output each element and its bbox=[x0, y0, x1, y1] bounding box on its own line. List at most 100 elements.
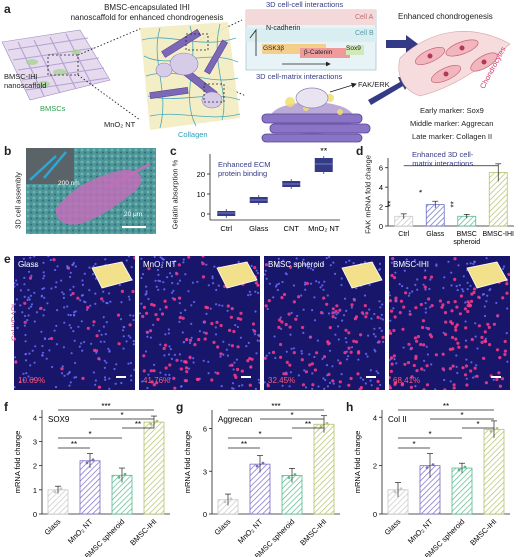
fak-erk-label: FAK/ERK bbox=[358, 80, 390, 89]
chart-f-point bbox=[155, 419, 159, 423]
cell-cell-title: 3D cell-cell interactions bbox=[266, 0, 344, 9]
chart-h-bracket-label: * bbox=[412, 440, 415, 449]
chart-f-bar bbox=[79, 460, 101, 515]
chart-g: mRNA fold change Aggrecan 0 3 6 Glass MnO₂ NT B… bbox=[183, 402, 340, 557]
chart-f-point bbox=[85, 461, 89, 465]
micro-image-title: Glass bbox=[18, 260, 39, 269]
chart-f-ytick-label: 3 bbox=[33, 437, 37, 446]
micro-inset-icon bbox=[466, 261, 508, 289]
micro-scalebar bbox=[241, 376, 251, 378]
chart-g-point bbox=[261, 461, 265, 465]
micro-image bbox=[389, 256, 510, 390]
panel-b-ylabel: 3D cell assembly bbox=[13, 172, 23, 229]
chart-c-xtick-label: CNT bbox=[284, 224, 300, 233]
scaffold-sheet bbox=[1, 29, 111, 101]
enhanced-title: Enhanced chondrogenesis bbox=[398, 12, 493, 21]
micro-scalebar bbox=[366, 376, 376, 378]
chart-f-ytick-label: 2 bbox=[33, 462, 37, 471]
chart-g-bracket-label: ** bbox=[305, 420, 311, 429]
chart-g-xtick-label: BMSC-IHI bbox=[298, 517, 328, 547]
chondrocytes-drawing bbox=[398, 31, 511, 97]
chart-d-ytick-label: 6 bbox=[379, 164, 383, 173]
chart-g-bracket-label: ** bbox=[241, 440, 247, 449]
chart-f-point bbox=[59, 487, 63, 491]
chart-d-ytick-label: 0 bbox=[379, 222, 383, 231]
gsk3b-label: GSK3β bbox=[263, 45, 285, 52]
chart-h-point bbox=[393, 490, 397, 494]
panel-c-ylabel: Gelatin absorption % bbox=[170, 159, 180, 230]
chart-h-ytick-label: 4 bbox=[373, 413, 377, 422]
cell-matrix-title: 3D cell-matrix interactions bbox=[256, 72, 343, 81]
chart-d-xtick-label: BMSC bbox=[457, 231, 477, 238]
panel-a-title-line2: nanoscaffold for enhanced chondrogenesis bbox=[70, 13, 224, 22]
chart-f-bracket-label: * bbox=[88, 430, 91, 439]
chart-f-point bbox=[123, 472, 127, 476]
chart-f-ytick-label: 4 bbox=[33, 413, 37, 422]
micro-image bbox=[14, 256, 135, 390]
chart-c-ytick-label: 20 bbox=[197, 170, 205, 179]
label-collagen: Collagen bbox=[178, 130, 208, 139]
chart-f-ytick-label: 0 bbox=[33, 510, 37, 519]
panel-c-annotation-line2: protein binding bbox=[218, 169, 268, 178]
chart-f-xtick-label: MnO₂ NT bbox=[66, 517, 95, 546]
chart-f-ylabel: mRNA fold change bbox=[13, 431, 22, 494]
panel-a-illustration bbox=[1, 9, 511, 143]
label-scaffold: BMSC-IHI nanoscaffold bbox=[4, 72, 46, 90]
panel-b-letter: b bbox=[4, 144, 12, 158]
chart-c-ytick-label: 10 bbox=[197, 190, 205, 199]
chart-f-bar bbox=[143, 421, 165, 515]
chart-c-xtick-label: MnO₂ NT bbox=[308, 224, 340, 233]
chart-d-xtick-label: Glass bbox=[426, 231, 444, 238]
n-cadherin-label: N-cadherin bbox=[266, 25, 301, 32]
chart-h-xtick-label: MnO₂ NT bbox=[406, 517, 435, 546]
micro-inset-icon bbox=[216, 261, 258, 289]
chart-f-point bbox=[91, 458, 95, 462]
micro-image bbox=[264, 256, 385, 390]
chart-h-point bbox=[495, 426, 499, 430]
chart-h-ylabel: mRNA fold change bbox=[353, 431, 362, 494]
chart-h-ytick-label: 0 bbox=[373, 510, 377, 519]
chart-d-xtick-label: spheroid bbox=[453, 239, 480, 246]
chart-c-box bbox=[314, 158, 333, 172]
micro-svg bbox=[389, 256, 510, 390]
chart-g-ytick-label: 3 bbox=[203, 467, 207, 476]
cell-b-label: Cell B bbox=[355, 30, 374, 37]
b-catenin-label: β-Catenin bbox=[304, 49, 333, 56]
chart-h-bar bbox=[483, 428, 505, 515]
chart-g-bracket-label: * bbox=[290, 411, 293, 420]
chart-d-xtick-label: Ctrl bbox=[398, 231, 409, 238]
panel-e-letter: e bbox=[4, 252, 11, 266]
panel-d-letter: d bbox=[356, 144, 364, 158]
chart-f-xtick-label: BMSC-IHI bbox=[128, 517, 158, 547]
chart-h-point bbox=[399, 487, 403, 491]
chart-h-point bbox=[463, 465, 467, 469]
chart-h-point bbox=[457, 468, 461, 472]
chart-g-title: Aggrecan bbox=[218, 415, 252, 424]
panel-e-images: Glass 10.69% MnO₂ NT 41.76% BMSC spheroid 32.… bbox=[14, 256, 520, 390]
chart-h-point bbox=[489, 429, 493, 433]
micro-image-title: BMSC spheroid bbox=[268, 260, 325, 269]
micro-image-title: MnO₂ NT bbox=[143, 260, 177, 269]
chart-f-bracket-label: *** bbox=[101, 402, 110, 411]
panel-a-title-line1: BMSC-encapsulated IHI bbox=[104, 3, 190, 12]
chart-d-sig: ** bbox=[450, 201, 459, 207]
chart-g-bracket-label: * bbox=[258, 430, 261, 439]
chart-d-ytick-label: 4 bbox=[379, 183, 383, 192]
micro-scalebar bbox=[116, 376, 126, 378]
chart-g-bracket-label: *** bbox=[271, 402, 280, 411]
central-scaffold bbox=[140, 22, 241, 130]
chart-g-point bbox=[287, 476, 291, 479]
chart-d-xtick-label: BMSC-IHI bbox=[483, 231, 515, 238]
chart-d-sig: * bbox=[418, 190, 427, 193]
panel-d-annotation-line2: matrix interactions bbox=[412, 159, 474, 168]
micro-image-percent: 68.41% bbox=[393, 376, 421, 385]
chart-g-point bbox=[255, 464, 259, 468]
label-scaffold-line2: nanoscaffold bbox=[4, 81, 47, 90]
micro-image-percent: 41.76% bbox=[143, 376, 171, 385]
chart-f-point bbox=[117, 475, 121, 479]
middle-marker: Middle marker: Aggrecan bbox=[410, 119, 494, 128]
chart-g-xtick-label: MnO₂ NT bbox=[236, 517, 265, 546]
sem-inset-scale: 200 nm bbox=[58, 180, 80, 187]
label-scaffold-line1: BMSC-IHI bbox=[4, 72, 38, 81]
panel-d-annotation-line1: Enhanced 3D cell- bbox=[412, 150, 474, 159]
